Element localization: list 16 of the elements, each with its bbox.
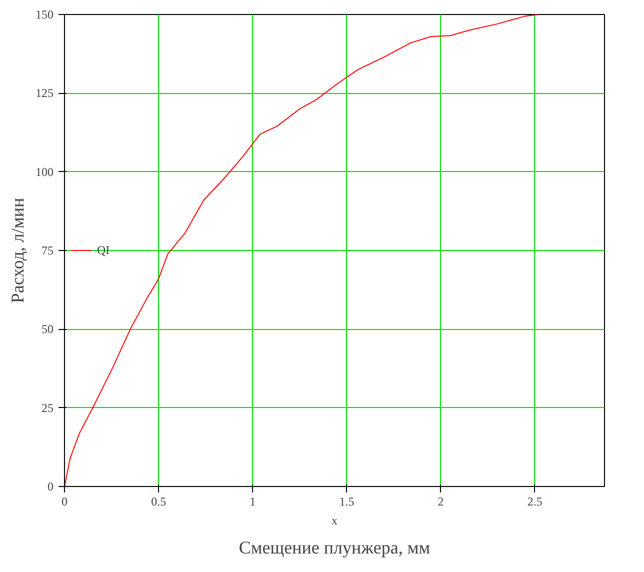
x-tick-label: 0	[62, 494, 68, 508]
y-tick-label: 150	[36, 8, 54, 22]
y-tick-label: 100	[36, 164, 54, 179]
text: Смещение плунжера, мм	[238, 538, 430, 558]
x-tick-label: 1	[250, 494, 256, 508]
x-tick-label: 2	[438, 494, 444, 508]
y-tick-label: 25	[42, 400, 54, 415]
x-tick-label: 0.5	[151, 494, 166, 508]
y-tick-label: 50	[42, 322, 54, 336]
x-tick-label: 1.5	[339, 494, 354, 508]
y-tick-label: 75	[42, 244, 54, 258]
y-axis-title: Расход, л/мин	[8, 197, 28, 304]
y-tick-label: 125	[36, 86, 54, 100]
x-axis-title: x	[332, 514, 338, 528]
y-tick-label: 0	[48, 480, 54, 494]
x-tick-label: 2.5	[527, 494, 542, 508]
